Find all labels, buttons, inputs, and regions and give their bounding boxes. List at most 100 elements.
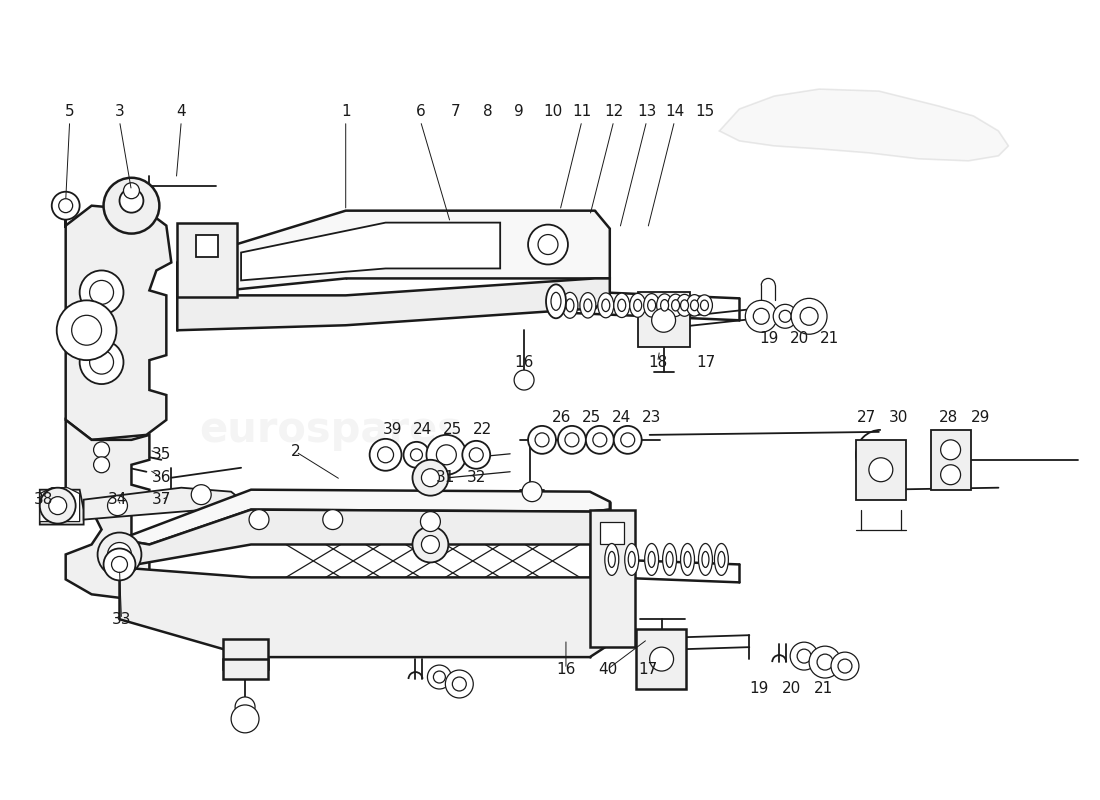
Text: 37: 37	[152, 492, 170, 507]
Circle shape	[48, 497, 67, 514]
Circle shape	[746, 300, 778, 332]
Ellipse shape	[614, 293, 629, 318]
Circle shape	[412, 460, 449, 496]
Circle shape	[437, 445, 456, 465]
Text: 24: 24	[412, 422, 432, 438]
Text: 22: 22	[473, 422, 492, 438]
Circle shape	[89, 350, 113, 374]
Circle shape	[58, 198, 73, 213]
Polygon shape	[66, 201, 172, 440]
Circle shape	[528, 225, 568, 265]
Text: 31: 31	[436, 470, 455, 486]
Ellipse shape	[605, 543, 619, 575]
Polygon shape	[40, 488, 79, 522]
Text: 7: 7	[451, 103, 460, 118]
Text: 17: 17	[696, 354, 715, 370]
Circle shape	[558, 426, 586, 454]
Text: 40: 40	[598, 662, 617, 677]
Ellipse shape	[686, 294, 703, 316]
Text: 1: 1	[341, 103, 351, 118]
Circle shape	[427, 435, 466, 474]
Circle shape	[754, 308, 769, 324]
Text: 27: 27	[857, 410, 877, 426]
Polygon shape	[84, 488, 241, 519]
Circle shape	[593, 433, 607, 447]
Circle shape	[817, 654, 833, 670]
Ellipse shape	[684, 551, 691, 567]
Text: 13: 13	[637, 103, 657, 118]
Ellipse shape	[662, 543, 676, 575]
Ellipse shape	[645, 543, 659, 575]
Circle shape	[370, 439, 402, 470]
Circle shape	[404, 442, 429, 468]
Ellipse shape	[608, 551, 615, 567]
Circle shape	[528, 426, 556, 454]
Ellipse shape	[681, 543, 694, 575]
Circle shape	[120, 189, 143, 213]
Polygon shape	[241, 222, 500, 281]
Bar	[600, 522, 624, 543]
Text: 18: 18	[648, 354, 668, 370]
Ellipse shape	[718, 551, 725, 567]
Text: 28: 28	[939, 410, 958, 426]
Text: 11: 11	[572, 103, 592, 118]
Ellipse shape	[602, 299, 609, 311]
Circle shape	[838, 659, 851, 673]
Ellipse shape	[667, 551, 673, 567]
Bar	[636, 630, 685, 689]
Circle shape	[470, 448, 483, 462]
Text: 29: 29	[971, 410, 990, 426]
Text: 25: 25	[442, 422, 462, 438]
Circle shape	[428, 665, 451, 689]
Bar	[590, 510, 635, 647]
Circle shape	[522, 482, 542, 502]
Circle shape	[94, 442, 110, 458]
Circle shape	[869, 458, 893, 482]
Text: 36: 36	[152, 470, 172, 486]
Circle shape	[810, 646, 842, 678]
Polygon shape	[66, 420, 150, 599]
Circle shape	[650, 647, 673, 671]
Text: 35: 35	[152, 447, 170, 462]
Circle shape	[79, 270, 123, 314]
Ellipse shape	[648, 299, 656, 311]
Ellipse shape	[691, 300, 698, 310]
Circle shape	[123, 182, 140, 198]
Circle shape	[108, 542, 132, 566]
Circle shape	[421, 469, 439, 486]
Bar	[223, 639, 268, 669]
Circle shape	[651, 308, 675, 332]
Text: 39: 39	[383, 422, 403, 438]
Ellipse shape	[597, 293, 614, 318]
Ellipse shape	[551, 292, 561, 310]
Polygon shape	[120, 510, 609, 567]
Text: 5: 5	[65, 103, 75, 118]
Ellipse shape	[629, 294, 646, 318]
Text: 3: 3	[114, 103, 124, 118]
Circle shape	[79, 340, 123, 384]
Circle shape	[614, 426, 641, 454]
Ellipse shape	[672, 300, 680, 311]
Circle shape	[779, 310, 791, 322]
Text: 16: 16	[515, 354, 534, 370]
Ellipse shape	[546, 285, 565, 318]
Circle shape	[249, 510, 270, 530]
Text: 12: 12	[604, 103, 624, 118]
Text: 8: 8	[483, 103, 493, 118]
Bar	[196, 234, 218, 257]
Circle shape	[452, 677, 466, 691]
Polygon shape	[177, 210, 609, 295]
Ellipse shape	[648, 551, 656, 567]
Text: 33: 33	[112, 612, 131, 626]
Circle shape	[565, 433, 579, 447]
Circle shape	[773, 304, 798, 328]
Text: eurospares: eurospares	[199, 568, 462, 610]
Text: 20: 20	[790, 330, 808, 346]
Text: 26: 26	[552, 410, 572, 426]
Text: 16: 16	[557, 662, 575, 677]
Circle shape	[377, 447, 394, 462]
Text: 24: 24	[612, 410, 631, 426]
Circle shape	[790, 642, 818, 670]
Circle shape	[57, 300, 117, 360]
Ellipse shape	[625, 543, 639, 575]
